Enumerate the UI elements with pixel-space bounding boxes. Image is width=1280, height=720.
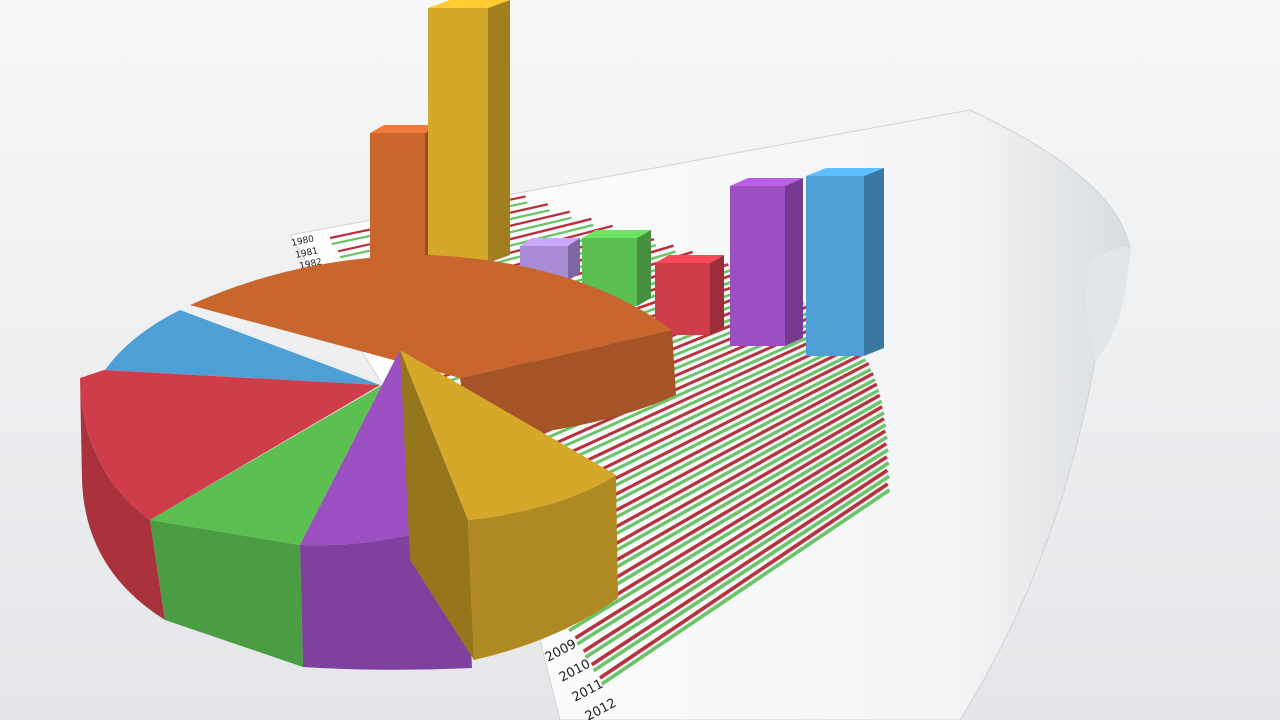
slice-side [80,378,165,620]
red-pie-slice [80,370,380,620]
bar-side [488,0,510,263]
chart-line [598,482,889,680]
bar-side [785,178,803,346]
bar-top [370,125,439,133]
chart-line [568,435,889,633]
bar-front [370,133,425,263]
slice-side [150,520,303,667]
slice-top [105,310,380,385]
bar-front [730,186,785,346]
chart-line [574,442,888,640]
year-label: 1981 [295,246,319,261]
slice-side [468,475,618,660]
bar-top [806,168,884,176]
bar-top [520,238,580,246]
bar-front [806,176,864,356]
bar-top [730,178,803,186]
purple-bar [730,178,803,346]
bar-front [655,263,710,335]
slice-top [400,350,616,520]
yellow-pie-slice [400,350,618,660]
chart-line [584,461,890,659]
red-bar [655,255,724,335]
blue-pie-slice [105,310,380,385]
bar-side [710,255,724,335]
chart-line [576,448,889,646]
year-label: 1980 [291,234,316,249]
slice-top [190,255,672,378]
3d-pie-chart [80,255,676,670]
slice-top [80,370,380,520]
chart-line [592,474,891,673]
slice-side [460,330,676,440]
chart-line [582,455,888,653]
blue-bar [806,168,884,356]
chart-line [600,488,891,686]
bar-top [582,230,651,238]
bar-side [568,238,580,281]
yellow-slice-inner-face [400,350,474,660]
orange-pie-slice [190,255,676,440]
chart-line [590,468,889,667]
bar-side [637,230,651,306]
bar-top [428,0,510,8]
3d-bars [370,0,884,356]
bar-side [864,168,884,356]
chart-line [566,429,887,627]
green-pie-slice [150,385,382,667]
bar-top [655,255,724,263]
slice-top [150,385,382,545]
bar-front [428,8,488,263]
yellow-bar [428,0,510,263]
paper-curl [1086,246,1130,360]
